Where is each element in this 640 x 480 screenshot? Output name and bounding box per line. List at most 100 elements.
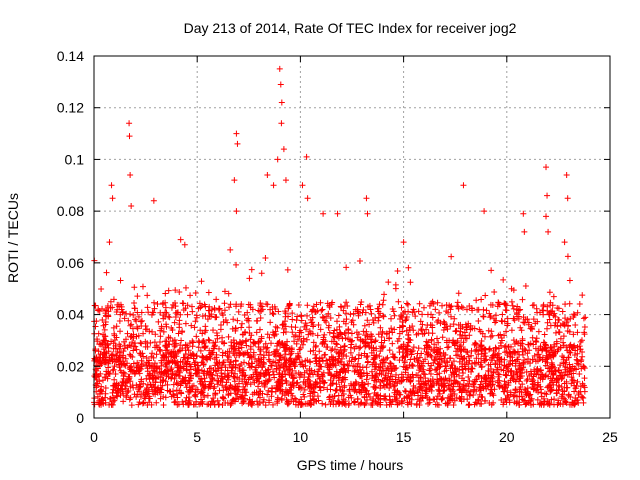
data-point [347, 349, 354, 356]
data-point [137, 339, 144, 346]
data-point [431, 357, 438, 364]
data-point [317, 326, 324, 333]
data-point [550, 293, 557, 300]
data-point [512, 389, 519, 396]
data-point [446, 376, 453, 383]
data-point [560, 395, 567, 402]
data-point [157, 333, 164, 340]
data-point [410, 306, 417, 313]
data-point [107, 395, 114, 402]
data-point [151, 299, 158, 306]
data-point [280, 321, 287, 328]
data-point [572, 322, 579, 329]
data-point [121, 315, 128, 322]
data-point [408, 351, 415, 358]
data-point [543, 391, 550, 398]
data-point [523, 400, 530, 407]
data-point [456, 331, 463, 338]
data-point [554, 323, 561, 330]
data-point [581, 323, 588, 330]
data-point [403, 327, 410, 334]
data-point [532, 337, 539, 344]
data-point [222, 317, 229, 324]
data-point [562, 315, 569, 322]
data-point [341, 382, 348, 389]
data-point [293, 340, 300, 347]
data-point [231, 177, 238, 184]
data-point [440, 388, 447, 395]
data-point [342, 334, 349, 341]
data-point [140, 399, 147, 406]
data-point [127, 171, 134, 178]
data-point [561, 239, 568, 246]
data-point [234, 140, 241, 147]
data-point [117, 277, 124, 284]
data-point [258, 307, 265, 314]
x-tick-label: 25 [602, 429, 618, 445]
data-point [233, 261, 240, 268]
data-point [313, 301, 320, 308]
data-point [466, 378, 473, 385]
data-point [342, 320, 349, 327]
data-point [131, 340, 138, 347]
data-point [160, 328, 167, 335]
data-point [205, 289, 212, 296]
data-point [245, 315, 252, 322]
data-point [264, 391, 271, 398]
data-point [522, 283, 529, 290]
data-point [541, 398, 548, 405]
y-tick-label: 0.02 [57, 358, 84, 374]
data-point [111, 363, 118, 370]
data-point [398, 304, 405, 311]
data-point [576, 370, 583, 377]
data-point [551, 310, 558, 317]
data-point [247, 399, 254, 406]
data-point [406, 336, 413, 343]
data-point [196, 300, 203, 307]
data-point [144, 304, 151, 311]
data-point [207, 402, 214, 409]
data-point [510, 337, 517, 344]
data-point [233, 130, 240, 137]
data-point [303, 326, 310, 333]
data-point [189, 308, 196, 315]
data-point [131, 305, 138, 312]
data-point [524, 350, 531, 357]
data-point [326, 396, 333, 403]
data-point [347, 311, 354, 318]
data-point [107, 298, 114, 305]
data-point [447, 323, 454, 330]
data-point [379, 330, 386, 337]
data-point [423, 326, 430, 333]
data-point [415, 308, 422, 315]
data-point [217, 326, 224, 333]
data-point [355, 355, 362, 362]
data-point [344, 303, 351, 310]
data-point [284, 401, 291, 408]
data-point [178, 337, 185, 344]
data-point [295, 302, 302, 309]
data-point [305, 331, 312, 338]
data-point [399, 328, 406, 335]
data-point [343, 310, 350, 317]
data-point [448, 253, 455, 260]
data-point [248, 266, 255, 273]
data-point [270, 331, 277, 338]
data-point [331, 334, 338, 341]
data-point [502, 300, 509, 307]
data-point [509, 302, 516, 309]
data-point [211, 306, 218, 313]
data-point [333, 326, 340, 333]
data-point [171, 319, 178, 326]
data-point [177, 236, 184, 243]
data-point [268, 340, 275, 347]
data-point [581, 365, 588, 372]
data-point [316, 348, 323, 355]
data-point [149, 328, 156, 335]
data-point [574, 329, 581, 336]
data-point [177, 311, 184, 318]
data-point [478, 378, 485, 385]
data-point [333, 386, 340, 393]
data-point [96, 308, 103, 315]
data-point [214, 372, 221, 379]
